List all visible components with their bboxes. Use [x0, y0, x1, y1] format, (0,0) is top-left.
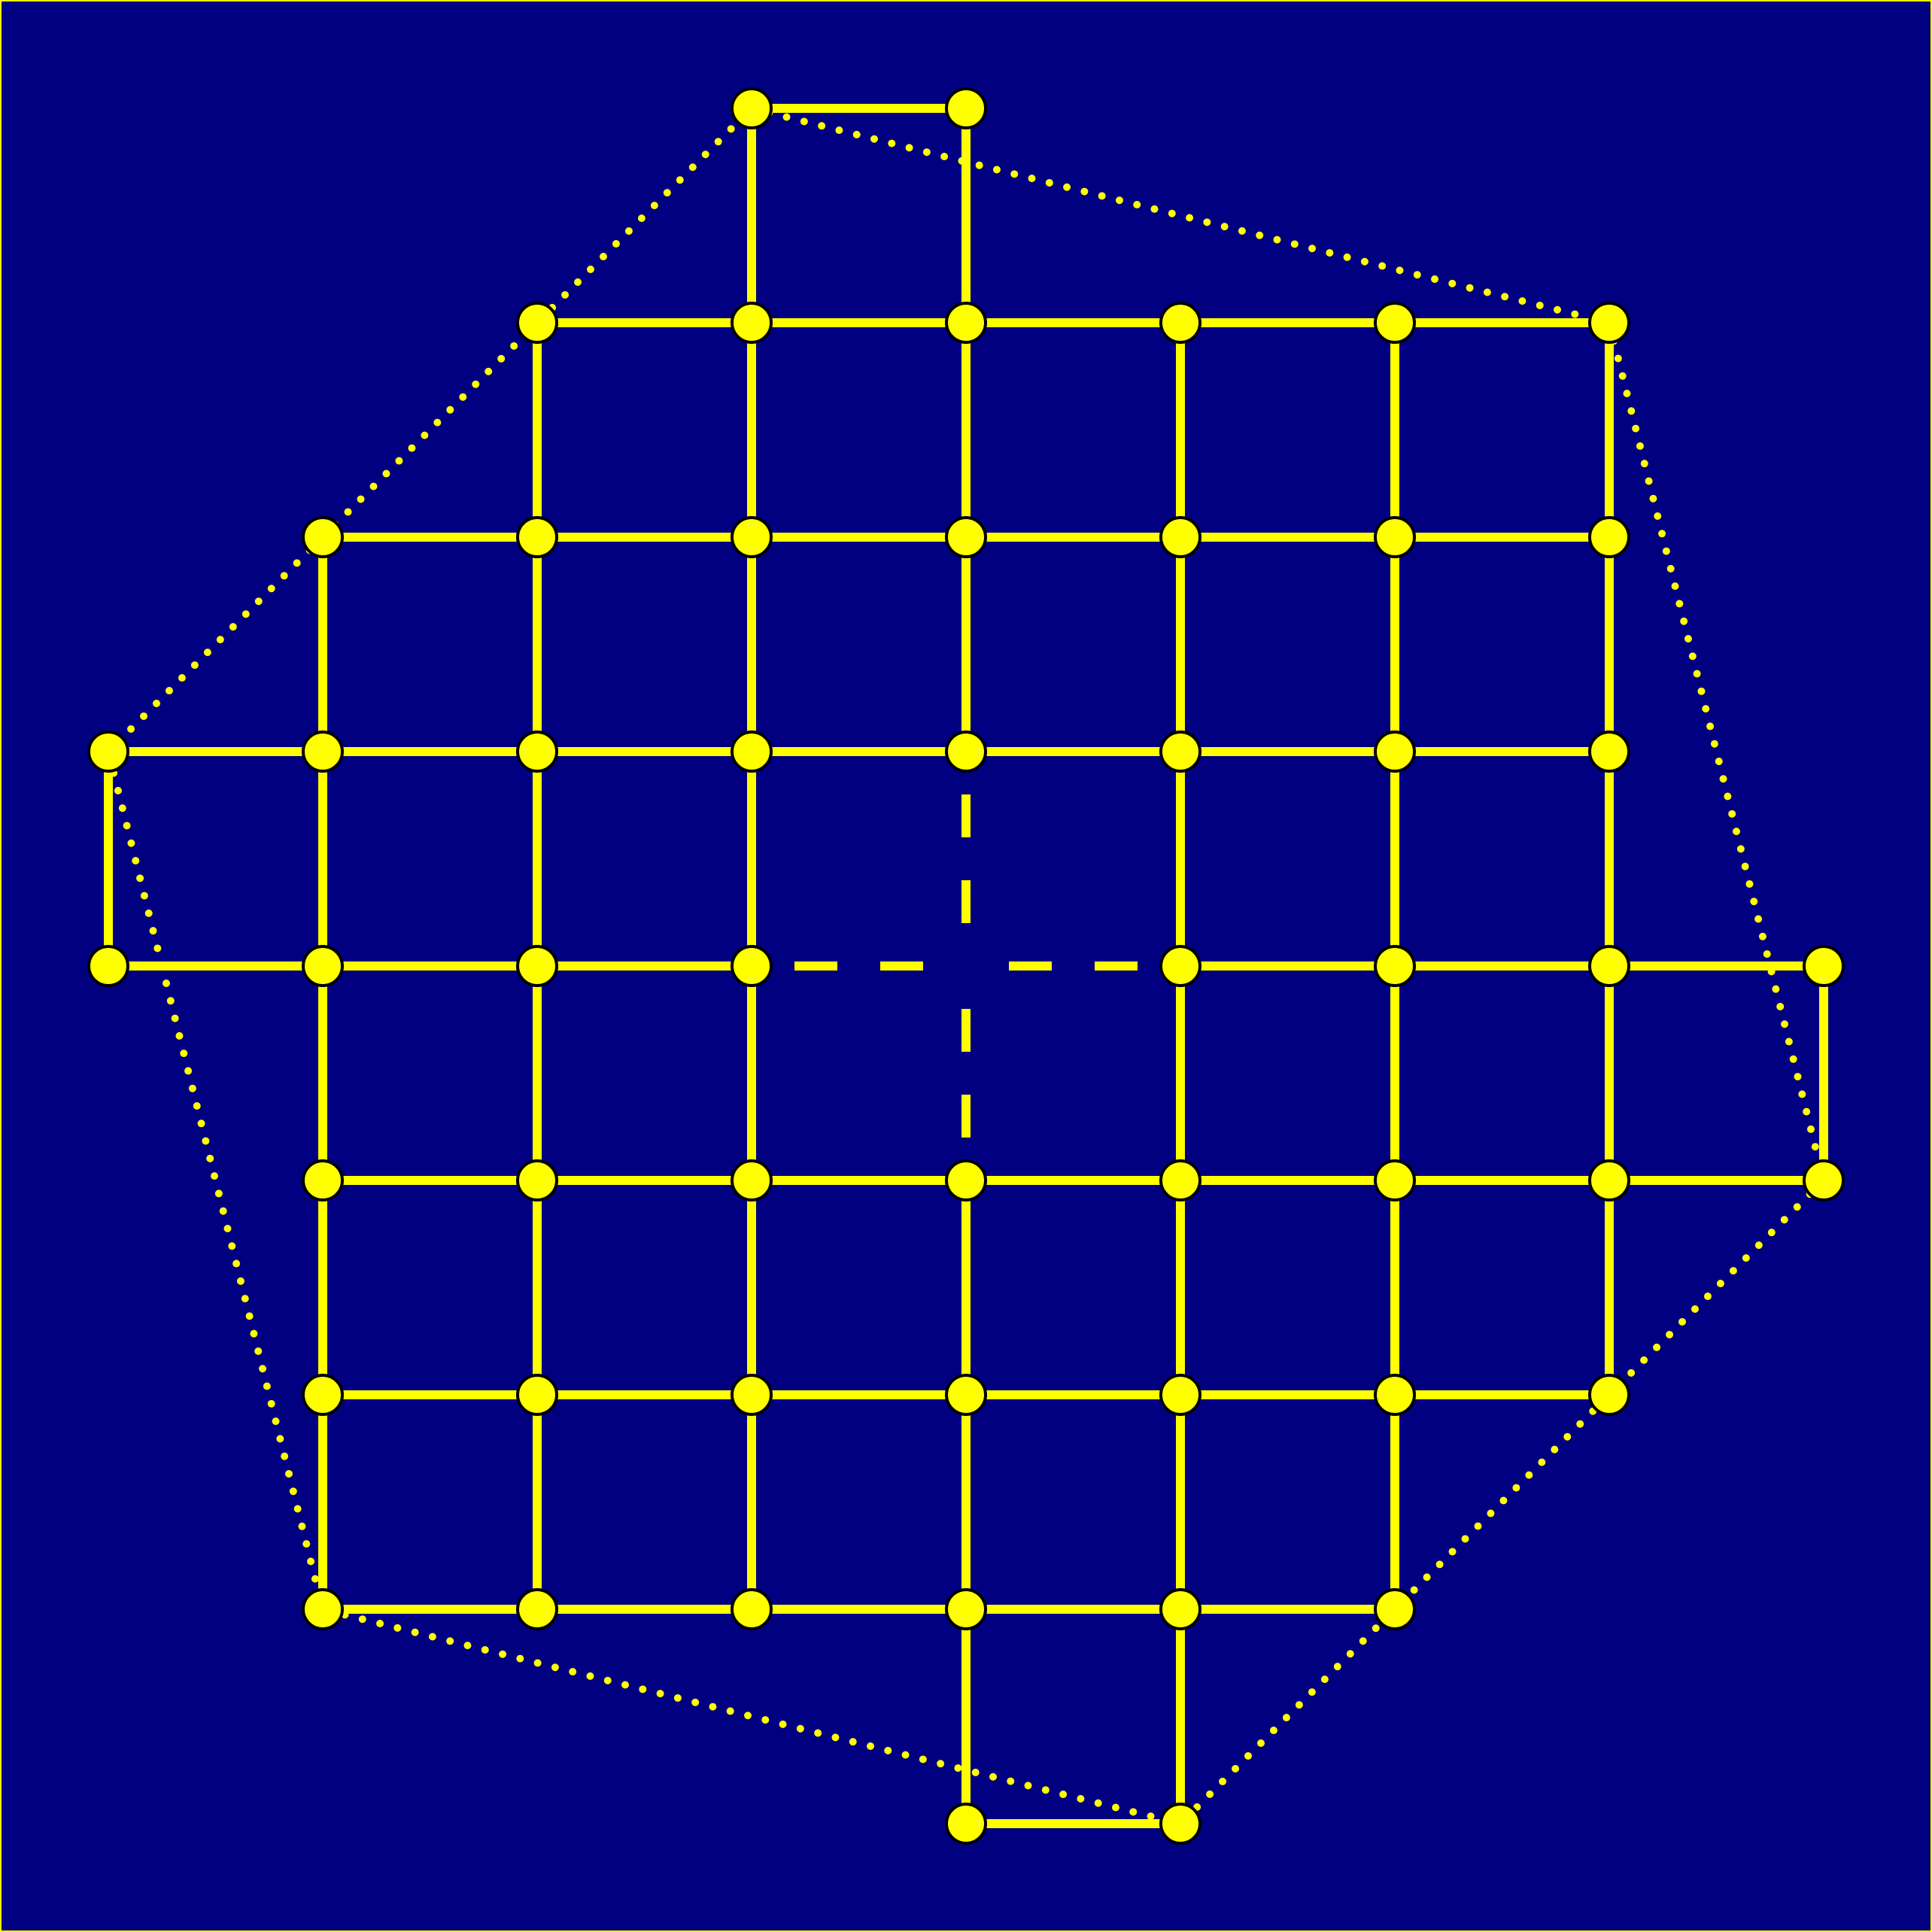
grid-node — [945, 516, 987, 558]
grid-node — [87, 731, 129, 773]
grid-node — [87, 945, 129, 987]
grid-node — [945, 87, 987, 129]
grid-node — [1374, 731, 1416, 773]
grid-node — [1159, 1588, 1201, 1630]
grid-node — [1159, 1374, 1201, 1416]
grid-node — [1159, 302, 1201, 344]
grid-node — [1159, 945, 1201, 987]
grid-node — [1374, 302, 1416, 344]
grid-node — [516, 1374, 558, 1416]
grid-node — [1803, 1159, 1845, 1201]
grid-node — [731, 1374, 773, 1416]
grid-node — [731, 1159, 773, 1201]
grid-node — [945, 1588, 987, 1630]
grid-node — [1588, 945, 1630, 987]
grid-node — [516, 302, 558, 344]
grid-node — [1374, 1588, 1416, 1630]
grid-node — [302, 945, 344, 987]
grid-node — [302, 1159, 344, 1201]
grid-node — [1159, 1159, 1201, 1201]
grid-node — [302, 731, 344, 773]
grid-node — [1159, 516, 1201, 558]
grid-node — [731, 302, 773, 344]
grid-node — [516, 731, 558, 773]
grid-node — [1374, 1374, 1416, 1416]
grid-node — [1588, 1159, 1630, 1201]
grid-node — [1588, 1374, 1630, 1416]
grid-node — [945, 1803, 987, 1845]
grid-node — [945, 731, 987, 773]
grid-node — [945, 1159, 987, 1201]
grid-node — [1588, 302, 1630, 344]
grid-node — [1588, 731, 1630, 773]
grid-nodes — [87, 87, 1845, 1845]
grid-node — [731, 516, 773, 558]
grid-node — [731, 1588, 773, 1630]
grid-node — [1374, 1159, 1416, 1201]
grid-node — [302, 1374, 344, 1416]
grid-node — [945, 1374, 987, 1416]
grid-node — [1159, 1803, 1201, 1845]
grid-node — [516, 1159, 558, 1201]
grid-node — [731, 87, 773, 129]
grid-node — [731, 945, 773, 987]
grid-node — [1588, 516, 1630, 558]
grid-node — [516, 945, 558, 987]
grid-edges — [104, 104, 1828, 1828]
grid-node — [516, 516, 558, 558]
grid-node — [731, 731, 773, 773]
grid-node — [1159, 731, 1201, 773]
grid-node — [302, 516, 344, 558]
grid-node — [1374, 516, 1416, 558]
grid-node — [516, 1588, 558, 1630]
grid-node — [1803, 945, 1845, 987]
grid-node — [1374, 945, 1416, 987]
grid-node — [302, 1588, 344, 1630]
grid-node — [945, 302, 987, 344]
